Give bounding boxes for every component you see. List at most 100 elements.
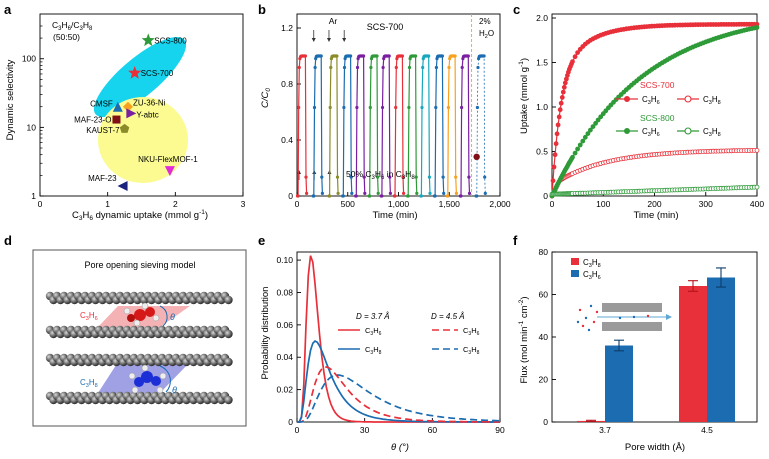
legend-e-45-c3h6: C3H6 [463, 326, 480, 337]
cycle-line [476, 55, 486, 197]
panel-a-points: SCS-800 SCS-700 CMSF ZU-36-Ni Y-abtc MAF-23-O… [74, 33, 198, 191]
x-tick-label: 500 [341, 199, 355, 209]
x-tick-label: 3 [241, 199, 246, 209]
cycle-point [312, 105, 317, 110]
cycle-point [376, 175, 380, 179]
cycle-point [441, 175, 445, 179]
uptake-point [559, 95, 565, 100]
cycle-point [454, 191, 458, 195]
cycle-point [320, 191, 324, 195]
legend-scs700: SCS-700 [640, 80, 675, 90]
cycle-point [303, 54, 307, 58]
cycle-point [388, 191, 392, 195]
y-tick-label: 0.04 [276, 352, 293, 362]
molecule-dot [595, 310, 599, 314]
uptake-point [754, 25, 760, 30]
cyan-region [93, 36, 187, 118]
cycle-point [476, 65, 480, 70]
panel-label-a: a [4, 2, 12, 17]
panel-b-curves [295, 54, 487, 198]
uptake-point [572, 54, 578, 60]
cycle-point [342, 105, 346, 110]
uptake-point [554, 131, 560, 137]
cycle-point [368, 194, 372, 198]
uptake-point [553, 141, 559, 147]
cycle-point [460, 65, 464, 70]
pore-inset [576, 303, 672, 332]
molecule-dot [587, 328, 591, 332]
triangle-marker [112, 101, 123, 112]
star-marker [141, 33, 155, 47]
cycle-point [380, 194, 384, 198]
uptake-point [570, 59, 575, 64]
x-tick-label: 30 [360, 425, 370, 435]
legend-scs800: SCS-800 [640, 113, 675, 123]
cycle-point [335, 175, 340, 179]
y-tick-label: 10 [27, 122, 37, 132]
cycle-point [446, 194, 450, 198]
y-tick-label: 0.08 [276, 287, 293, 297]
panel-c-axes: 0 100 200 300 400 0 0.5 1.0 1.5 2.0 [536, 13, 764, 209]
cycle-point [447, 65, 451, 70]
cycle-point [407, 65, 412, 70]
ar-arrowhead [311, 38, 316, 42]
point-label: SCS-800 [154, 36, 187, 45]
cycle-point [420, 105, 424, 110]
uptake-point [603, 108, 609, 114]
uptake-point [582, 134, 588, 140]
cycle-point [475, 105, 479, 110]
cycle-point [427, 175, 431, 179]
cycle-point [483, 175, 487, 179]
uptake-point [575, 50, 580, 55]
panel-e-axes-frame [296, 251, 501, 423]
cycle-point [428, 191, 432, 195]
theta-label-bottom: θ [172, 385, 177, 395]
uptake-point [600, 111, 606, 117]
x-tick-label: 2 [173, 199, 178, 209]
panel-a-ylabel: Dynamic selectivity [5, 59, 16, 140]
flux-bar [707, 277, 735, 422]
cycle-point [304, 175, 308, 179]
flux-bar [679, 286, 707, 422]
cycle-point [407, 105, 411, 110]
panel-e-xlabel: θ (°) [391, 442, 409, 453]
point-label: ZU-36-Ni [133, 99, 166, 108]
panel-label-f: f [513, 233, 518, 248]
triangle-down-marker [164, 166, 175, 177]
theta-arc-bottom [159, 365, 171, 393]
y-tick-label: 0 [288, 191, 293, 201]
panel-label-d: d [4, 233, 12, 248]
y-tick-label: 100 [22, 54, 36, 64]
cycle-point [467, 191, 472, 195]
cycle-point [362, 54, 366, 58]
x-tick-label: 90 [495, 425, 505, 435]
cycle-point [296, 194, 300, 198]
uptake-point [551, 164, 557, 170]
x-tick-label: 60 [428, 425, 438, 435]
c3h6-molecule [123, 302, 160, 327]
star-marker [128, 66, 142, 79]
c3h8-label: C3H8 [80, 378, 98, 389]
cycle-point [335, 54, 339, 58]
uptake-point [572, 150, 578, 156]
uptake-point [560, 89, 566, 95]
distribution-line [297, 366, 500, 423]
y-tick-label: 2.0 [536, 13, 548, 23]
pentagon-marker [119, 123, 130, 133]
x-tick-label: 0 [295, 425, 300, 435]
cycle-point [375, 54, 379, 58]
uptake-point [598, 114, 604, 120]
cycle-point [460, 105, 464, 110]
cycle-point [459, 194, 463, 198]
c3h6-label: C3H6 [80, 311, 98, 322]
legend-e-45-c3h8: C3H8 [463, 345, 480, 356]
x-tick-label: 0 [295, 199, 300, 209]
molecule-dot [576, 320, 580, 324]
panel-e-axes: 0 30 60 90 0 0.02 0.04 0.06 0.08 0.10 [276, 251, 505, 435]
theta-label-top: θ [170, 312, 175, 322]
cycle-point [442, 191, 446, 195]
graphene-sheets [45, 291, 233, 405]
cycle-point [421, 65, 425, 70]
